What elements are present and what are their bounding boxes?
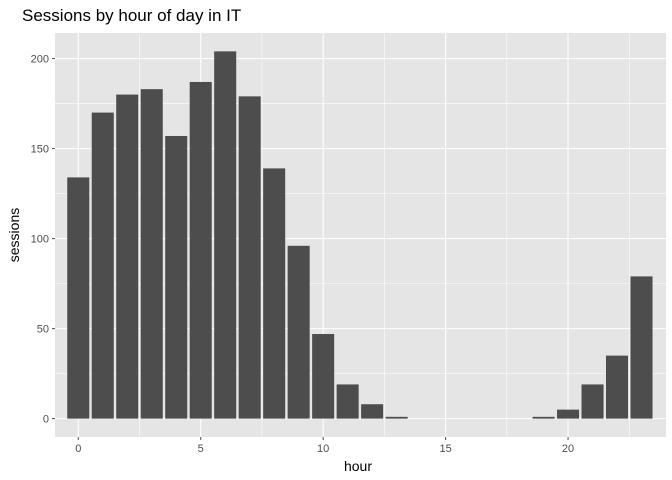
x-tick-label: 0 — [75, 443, 81, 455]
y-tick-label: 0 — [43, 414, 49, 426]
bar-hour-10 — [312, 334, 335, 419]
bar-hour-20 — [557, 409, 580, 419]
bar-hour-19 — [532, 416, 555, 419]
x-tick-label: 5 — [198, 443, 204, 455]
bar-hour-12 — [361, 404, 384, 419]
x-tick-label: 15 — [439, 443, 451, 455]
chart-title: Sessions by hour of day in IT — [22, 6, 241, 25]
bar-hour-7 — [238, 96, 261, 419]
bar-hour-3 — [140, 89, 163, 419]
bar-hour-0 — [67, 177, 90, 419]
bars — [67, 51, 653, 419]
bar-hour-21 — [581, 384, 604, 419]
bar-hour-22 — [606, 355, 629, 419]
y-tick-label: 150 — [31, 144, 49, 156]
bar-hour-5 — [189, 81, 212, 419]
x-tick-label: 20 — [562, 443, 574, 455]
bar-hour-1 — [91, 112, 114, 419]
y-axis-title: sessions — [6, 208, 22, 262]
y-tick-label: 50 — [37, 324, 49, 336]
y-tick-label: 200 — [31, 54, 49, 66]
x-axis-title: hour — [344, 458, 372, 474]
x-axis-ticks: 0 5 10 15 20 — [75, 437, 574, 455]
bar-hour-11 — [336, 384, 359, 419]
x-tick-label: 10 — [317, 443, 329, 455]
bar-hour-4 — [165, 135, 188, 419]
y-tick-label: 100 — [31, 234, 49, 246]
bar-hour-8 — [263, 168, 286, 419]
bar-hour-13 — [385, 416, 408, 419]
y-axis-ticks: 0 50 100 150 200 — [31, 54, 55, 426]
bar-hour-23 — [630, 276, 653, 419]
bar-hour-9 — [287, 245, 310, 419]
bar-hour-2 — [116, 94, 139, 419]
bar-hour-6 — [214, 51, 237, 419]
